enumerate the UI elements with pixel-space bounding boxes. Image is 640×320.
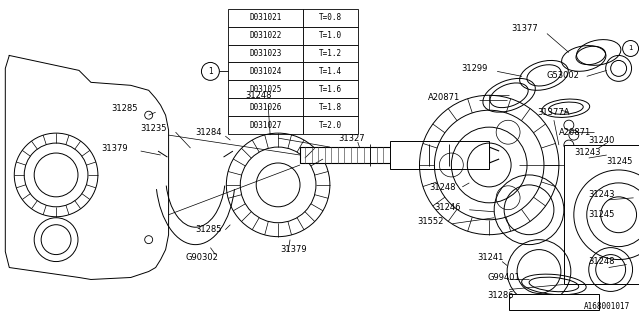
Text: 31248: 31248 (429, 183, 456, 192)
Bar (228, 98, 303, 116)
Text: 31248: 31248 (245, 91, 272, 100)
Text: 31243: 31243 (589, 190, 615, 199)
Text: D031022: D031022 (250, 31, 282, 40)
Bar (228, 116, 303, 134)
Text: T=2.0: T=2.0 (319, 121, 342, 130)
Text: 31285: 31285 (195, 225, 222, 234)
Text: D031021: D031021 (250, 13, 282, 22)
Text: A20871: A20871 (559, 128, 591, 137)
Text: 31377A: 31377A (537, 108, 570, 117)
Bar (303, 98, 358, 116)
Text: 31552: 31552 (417, 217, 444, 226)
Bar (390, 141, 489, 169)
Text: 31285: 31285 (111, 104, 138, 113)
Bar (303, 9, 358, 27)
Bar (303, 116, 358, 134)
Text: T=1.6: T=1.6 (319, 85, 342, 94)
Text: T=1.2: T=1.2 (319, 49, 342, 58)
Text: D031026: D031026 (250, 103, 282, 112)
Text: A20871: A20871 (428, 93, 460, 102)
Bar (228, 27, 303, 44)
Text: T=0.8: T=0.8 (319, 13, 342, 22)
Text: 31377: 31377 (511, 24, 538, 33)
Text: D031025: D031025 (250, 85, 282, 94)
Bar (228, 9, 303, 27)
Text: 31379: 31379 (280, 245, 307, 254)
Text: 31243: 31243 (574, 148, 600, 156)
Text: 31241: 31241 (477, 253, 504, 262)
Text: 1: 1 (628, 45, 633, 52)
Text: 31246: 31246 (435, 203, 461, 212)
Bar (509, 294, 598, 310)
Bar (300, 147, 489, 163)
Text: 31235: 31235 (141, 124, 167, 132)
Bar (303, 62, 358, 80)
Text: G99401: G99401 (487, 273, 520, 282)
Text: 31379: 31379 (101, 144, 127, 153)
Text: 31286: 31286 (487, 291, 514, 300)
Bar (228, 44, 303, 62)
Bar (564, 145, 640, 284)
Text: 31245: 31245 (607, 157, 633, 166)
Text: 31327: 31327 (338, 133, 364, 143)
Text: 31299: 31299 (461, 64, 488, 73)
Text: A168001017: A168001017 (584, 302, 630, 311)
Text: D031027: D031027 (250, 121, 282, 130)
Text: 1: 1 (208, 67, 212, 76)
Text: G53002: G53002 (547, 71, 580, 80)
Text: T=1.0: T=1.0 (319, 31, 342, 40)
Text: 31284: 31284 (195, 128, 222, 137)
Text: T=1.8: T=1.8 (319, 103, 342, 112)
Text: D031024: D031024 (250, 67, 282, 76)
Text: 31240: 31240 (589, 136, 615, 145)
Text: D031023: D031023 (250, 49, 282, 58)
Bar (303, 44, 358, 62)
Bar (303, 27, 358, 44)
Bar (303, 80, 358, 98)
Text: G90302: G90302 (186, 253, 218, 262)
Text: 31248: 31248 (589, 257, 615, 266)
Bar (228, 80, 303, 98)
Bar (228, 62, 303, 80)
Text: T=1.4: T=1.4 (319, 67, 342, 76)
Text: 31245: 31245 (589, 210, 615, 219)
